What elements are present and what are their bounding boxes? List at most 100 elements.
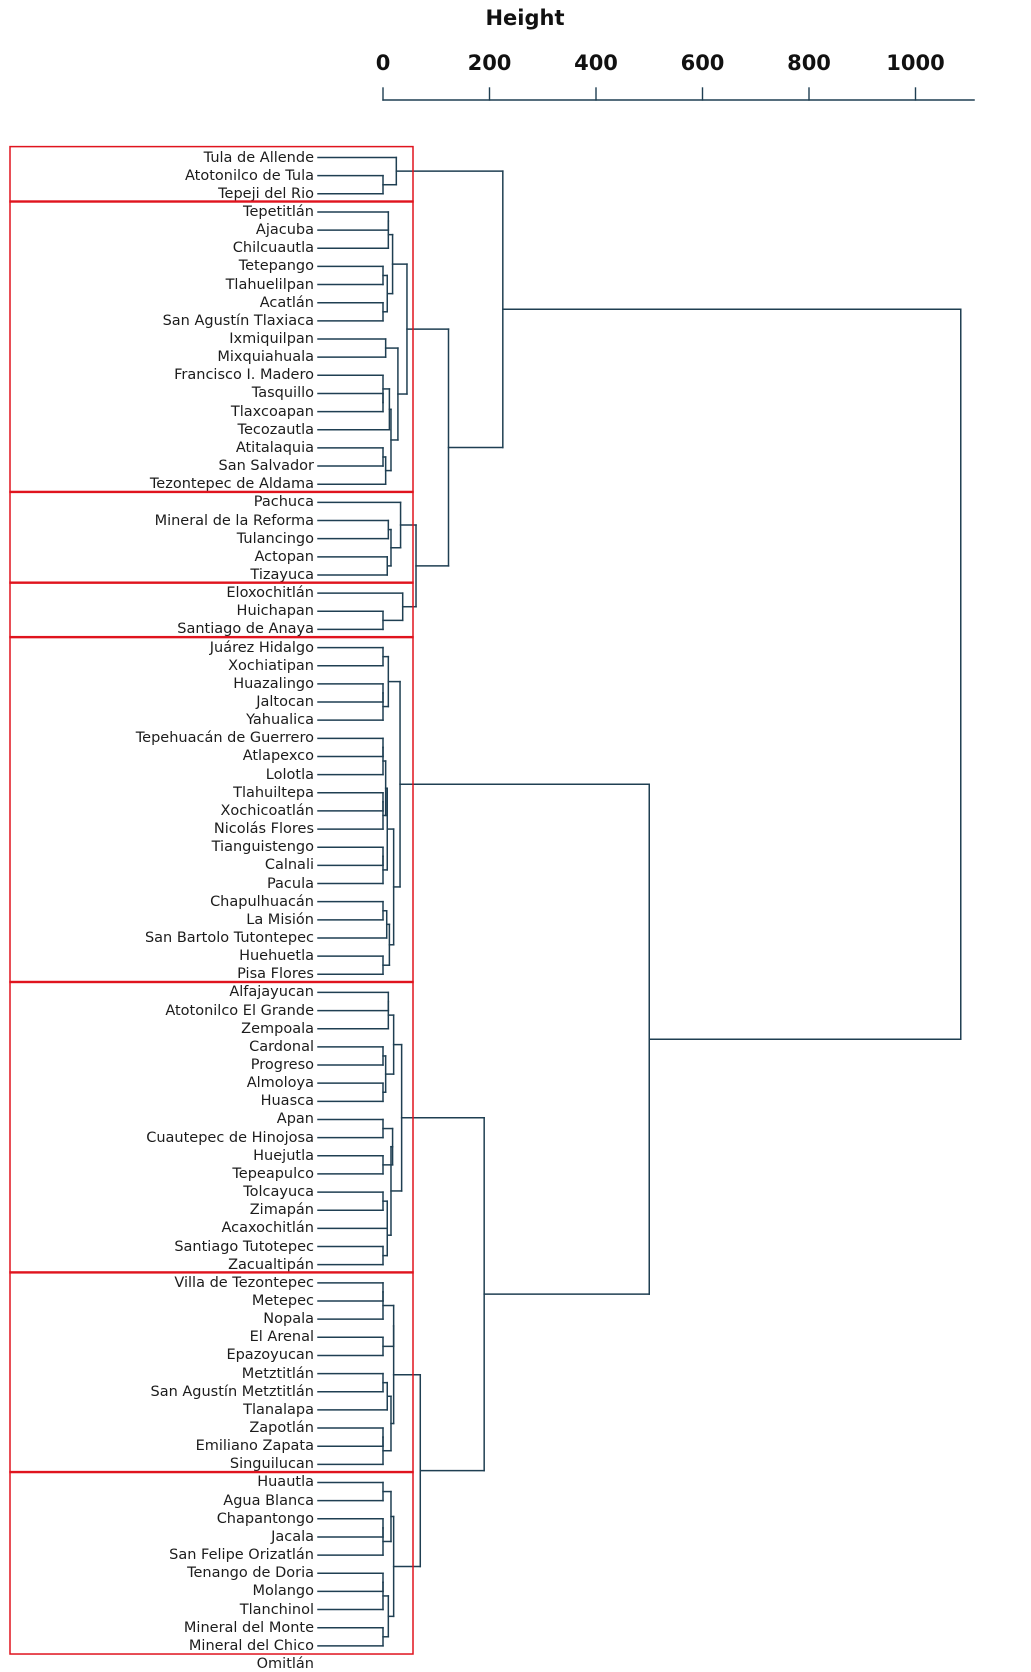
leaf-label: San Agustín Tlaxiaca [162,312,314,329]
leaf-label: Juárez Hidalgo [209,639,314,656]
leaf-label: Tizayuca [250,566,314,583]
leaf-label: El Arenal [249,1329,314,1346]
leaf-label: Xochiatipan [228,657,314,674]
leaf-label: Emiliano Zapata [195,1438,314,1455]
leaf-label: Villa de Tezontepec [174,1274,314,1291]
axis-tick-label: 400 [574,51,618,75]
leaf-label: Francisco I. Madero [174,367,314,384]
leaf-label: San Salvador [218,458,314,475]
leaf-label: Chapulhuacán [210,893,314,910]
leaf-label: Cuautepec de Hinojosa [146,1129,314,1146]
leaf-label: Santiago de Anaya [177,621,314,638]
leaf-label: Tepeji del Rio [218,185,314,202]
leaf-label: Jacala [271,1528,314,1545]
leaf-label: Zacualtipán [228,1256,314,1273]
leaf-label: Atitalaquia [235,439,314,456]
cluster-box [9,581,414,639]
leaf-label: Ixmiquilpan [229,331,314,347]
leaf-label: Actopan [254,548,314,565]
leaf-label: Tepehuacán de Guerrero [135,730,314,747]
leaf-label: Tlaxcoapan [230,403,314,420]
leaf-label: Zimapán [249,1202,314,1219]
leaf-label: Apan [276,1111,314,1128]
leaf-label: Acatlán [259,294,314,311]
leaf-label: Tlanchinol [239,1601,314,1618]
leaf-label: Nopala [263,1311,314,1328]
leaf-label: Calnali [264,857,314,874]
leaf-label: Mineral de la Reforma [154,512,314,529]
leaf-label: Lolotla [265,766,314,783]
leaf-label: Huehuetla [239,948,314,965]
cluster-box [9,1271,414,1474]
leaf-label: Tulancingo [236,530,314,547]
leaf-label: Huasca [260,1093,314,1110]
cluster-box [9,490,414,584]
leaf-label: Zapotlán [249,1420,314,1437]
leaf-label: Nicolás Flores [213,821,314,838]
leaf-label: Agua Blanca [223,1492,314,1509]
leaf-label: Zempoala [241,1020,314,1037]
leaf-label: Jaltocan [256,694,314,711]
axis-tick-label: 800 [787,51,831,75]
leaf-label: Tlahuelilpan [225,276,314,293]
cluster-box [9,635,414,984]
axis-tick-label: 1000 [886,51,945,75]
cluster-box [9,1470,414,1655]
leaf-label: Pisa Flores [237,966,314,983]
cluster-box [9,980,414,1274]
leaf-label: Huejutla [253,1147,314,1164]
leaf-label: Omitlán [256,1656,314,1672]
cluster-box [9,145,414,203]
axis-tick-label: 0 [375,51,391,75]
leaf-label: Acaxochitlán [221,1220,314,1237]
leaf-label: Tetepango [238,258,314,275]
leaf-label: Cardonal [249,1038,314,1055]
leaf-label: Tlanalapa [243,1401,314,1418]
leaf-label: Tula de Allende [203,149,314,166]
leaf-label: Tianguistengo [211,839,314,856]
leaf-label: Chilcuautla [232,240,314,257]
leaf-label: Mineral del Monte [183,1619,314,1636]
leaf-label: Singuilucan [229,1456,314,1473]
leaf-label: San Bartolo Tutontepec [144,929,314,946]
leaf-label: Atlapexco [242,748,314,765]
leaf-label: Pachuca [253,494,314,511]
axis-tick-label: 200 [467,51,512,75]
leaf-label: Tasquillo [251,385,314,402]
leaf-label: La Misión [246,911,314,928]
leaf-label: Metepec [251,1292,314,1309]
leaf-label: Xochicoatlán [220,802,314,819]
leaf-label: Tenango de Doria [187,1565,314,1582]
leaf-label: Metztitlán [241,1365,314,1382]
leaf-label: Tolcayuca [243,1184,314,1201]
leaf-label: Tepetitlán [243,203,314,220]
leaf-label: Eloxochitlán [226,585,314,602]
leaf-label: Epazoyucan [226,1347,314,1364]
leaf-label: Huichapan [236,603,314,620]
leaf-label: Atotonilco de Tula [185,167,314,184]
axis-tick-label: 600 [680,51,725,75]
leaf-label: Ajacuba [255,222,314,239]
leaf-label: Alfajayucan [229,984,314,1001]
leaf-label: Molango [252,1583,314,1600]
leaf-label: Almoloya [246,1075,314,1092]
leaf-label: Santiago Tutotepec [174,1238,314,1255]
leaf-label: Atotonilco El Grande [165,1002,314,1019]
leaf-label: San Felipe Orizatlán [169,1547,314,1564]
leaf-label: Yahualica [246,712,314,729]
leaf-label: Huautla [257,1474,314,1491]
leaf-label: Mixquiahuala [217,349,314,366]
leaf-label: Tepeapulco [232,1165,314,1182]
leaf-label: Pacula [266,875,314,892]
leaf-label: Progreso [250,1057,314,1074]
leaf-label: Tlahuiltepa [233,784,314,801]
leaf-label: Huazalingo [233,675,314,692]
leaf-label: San Agustín Metztitlán [150,1383,314,1400]
cluster-box [9,200,414,494]
leaf-label: Chapantongo [216,1510,314,1527]
leaf-label: Tecozautla [237,421,314,438]
axis-title: Height [485,6,565,30]
leaf-label: Mineral del Chico [188,1637,314,1654]
leaf-label: Tezontepec de Aldama [149,476,314,493]
